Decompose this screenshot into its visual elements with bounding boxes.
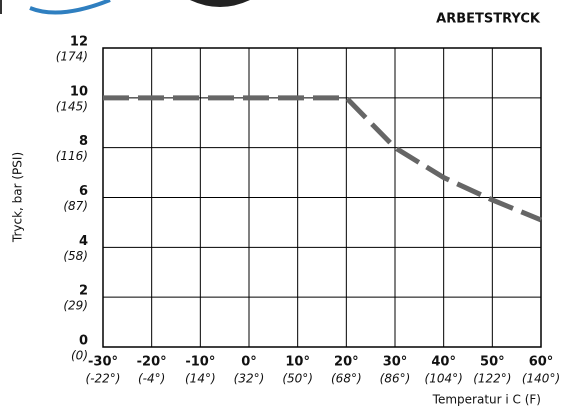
y-tick-psi: (174) [56,50,88,64]
data-line [103,95,542,223]
y-tick-psi: (29) [63,299,88,313]
y-tick-label: 0 [79,334,88,349]
y-tick-psi: (58) [63,249,88,263]
x-tick-f: (68°) [331,372,362,386]
x-tick-label: -20° [137,355,167,370]
y-tick-psi: (0) [71,349,88,363]
x-tick-label: 60° [529,355,554,370]
x-tick-f: (32°) [234,372,265,386]
x-tick-f: (86°) [380,372,411,386]
decor-bar [0,0,2,14]
x-tick-label: 50° [480,355,505,370]
x-tick-label: 20° [334,355,359,370]
x-tick-label: 40° [431,355,456,370]
chart-title: ARBETSTRYCK [436,12,541,27]
x-tick-f: (14°) [185,372,216,386]
decor-shape [190,0,250,7]
x-tick-f: (104°) [425,372,463,386]
x-tick-label: 0° [241,355,257,370]
x-tick-f: (122°) [473,372,511,386]
y-tick-label: 10 [70,84,88,99]
x-tick-f: (50°) [282,372,313,386]
y-tick-psi: (145) [56,99,88,113]
x-tick-label: 30° [383,355,408,370]
x-tick-label: 10° [285,355,310,370]
x-tick-f: (140°) [522,372,560,386]
y-tick-psi: (116) [56,149,88,163]
y-tick-label: 4 [79,234,88,249]
y-tick-label: 6 [79,184,88,199]
y-tick-label: 2 [79,284,88,299]
y-tick-label: 8 [79,134,88,149]
x-tick-f: (-4°) [138,372,165,386]
x-tick-f: (-22°) [86,372,121,386]
plot-frame [102,47,542,348]
x-axis-label: Temperatur i C (F) [432,393,541,407]
y-tick-label: 12 [70,35,88,50]
y-tick-psi: (87) [63,199,88,213]
x-tick-label: -10° [185,355,215,370]
y-axis-label: Tryck, bar (PSI) [11,152,25,243]
decor-arc [29,0,111,15]
x-tick-label: -30° [88,355,118,370]
